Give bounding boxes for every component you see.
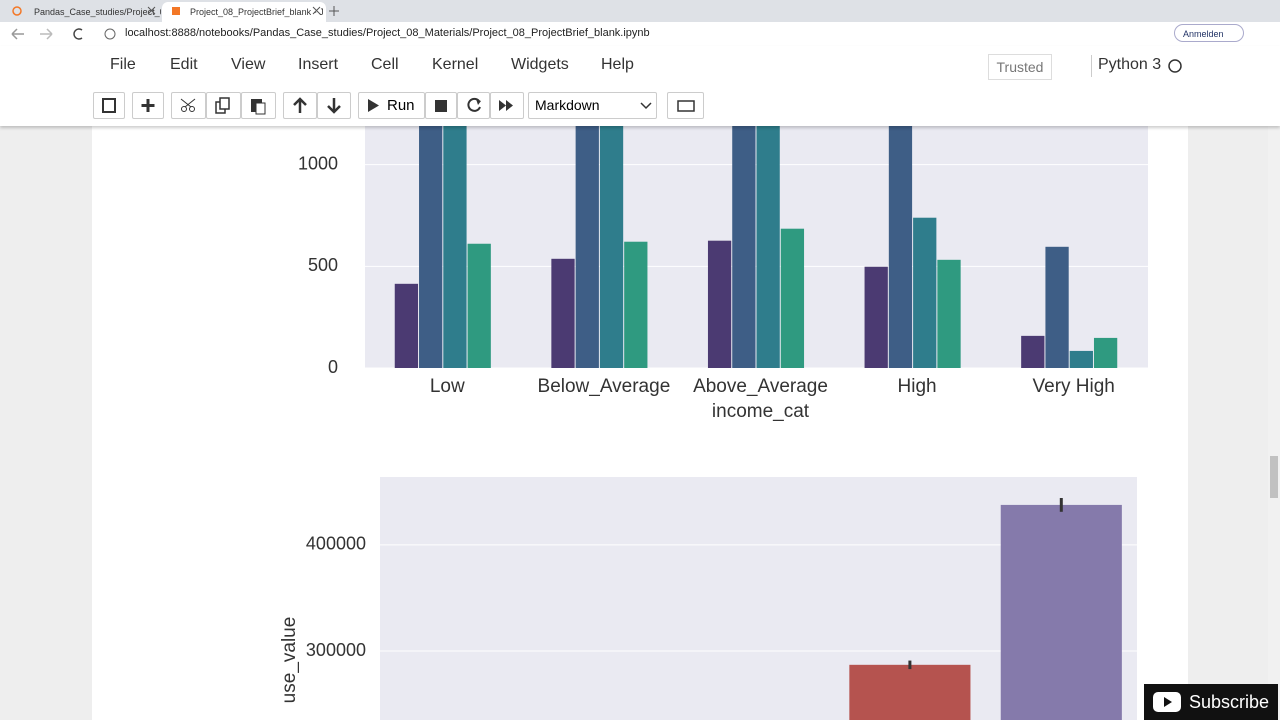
bar [913,217,937,368]
notebook-header: File Edit View Insert Cell Kernel Widgets Help … [0,46,1280,126]
bar [888,126,913,368]
tab-active[interactable]: Project_08_ProjectBrief_blank - J [162,2,326,22]
y-tick-label: 500 [308,255,338,275]
bar [1021,335,1045,368]
bar [756,126,780,368]
run-button[interactable]: Run [358,92,425,119]
tab-bar: Pandas_Case_studies/Project_08 Project_0… [0,0,1280,22]
move-down-button[interactable] [317,92,351,119]
y-tick-label: 400000 [306,534,366,554]
menu-item[interactable]: Insert [298,56,339,73]
bar [624,241,648,368]
x-tick-label: Low [430,376,465,397]
bar [864,266,888,368]
bar [1069,350,1093,368]
x-tick-label: Very High [1033,376,1115,397]
keyboard-button[interactable] [667,92,704,119]
bar [780,228,805,368]
paste-button[interactable] [241,92,276,119]
bar [937,259,961,368]
y-tick-label: 0 [328,357,338,377]
x-tick-label: Below_Average [538,376,671,397]
kernel-name: Python 3 [1098,56,1162,73]
stop-button[interactable] [425,92,457,119]
bar [575,126,599,368]
nav-icons [11,28,116,40]
bar [419,126,443,368]
bar [707,240,732,368]
subscribe-button[interactable]: Subscribe [1144,684,1278,720]
bar [1093,337,1118,368]
address-bar: localhost:8888/notebooks/Pandas_Case_stu… [0,22,1280,47]
cell-type-select[interactable]: Markdown [528,92,657,119]
scrollbar[interactable] [1268,126,1280,720]
trusted-indicator[interactable]: Trusted [988,54,1052,80]
y-axis-label: use_value [279,617,300,704]
bar [443,126,467,368]
menu-item[interactable]: File [110,56,136,73]
signin-button[interactable]: Anmelden [1174,24,1244,42]
url[interactable]: localhost:8888/notebooks/Pandas_Case_stu… [125,27,650,39]
y-tick-label: 1000 [298,153,338,173]
x-tick-label: Above_Average [693,376,828,397]
bar [599,126,624,368]
menu-item[interactable]: View [231,56,266,73]
chart-outputs: 0 500 1000 Low Below_Average Above_Average Hig… [279,126,1280,720]
add-cell-button[interactable] [132,92,164,119]
x-tick-label: High [898,376,937,397]
menu-item[interactable]: Cell [371,56,399,73]
bar [551,258,575,368]
kernel-status [1168,59,1182,73]
restart-run-button[interactable] [490,92,524,119]
cut-button[interactable] [171,92,206,119]
notebook-area: 0 500 1000 Low Below_Average Above_Average Hig… [0,126,1280,720]
menu-item[interactable]: Kernel [432,56,479,73]
bar [849,664,971,720]
bar [394,283,419,368]
bar [732,126,756,368]
bar [467,243,491,368]
bar [1000,504,1122,720]
scrollbar-thumb[interactable] [1270,456,1278,498]
copy-button[interactable] [206,92,241,119]
move-up-button[interactable] [283,92,317,119]
save-button[interactable] [93,92,125,119]
restart-button[interactable] [457,92,490,119]
menu-item[interactable]: Widgets [511,56,569,73]
bars [849,498,1122,720]
bar [1045,246,1069,368]
menu-item[interactable]: Help [601,56,634,73]
y-tick-label: 300000 [306,640,366,660]
tab-icons [12,6,339,16]
youtube-logo [1153,692,1181,712]
tab[interactable]: Pandas_Case_studies/Project_08 [34,7,161,17]
divider [1091,55,1092,77]
menu-item[interactable]: Edit [170,56,198,73]
bars [394,126,1118,368]
x-axis-label: income_cat [712,401,810,422]
